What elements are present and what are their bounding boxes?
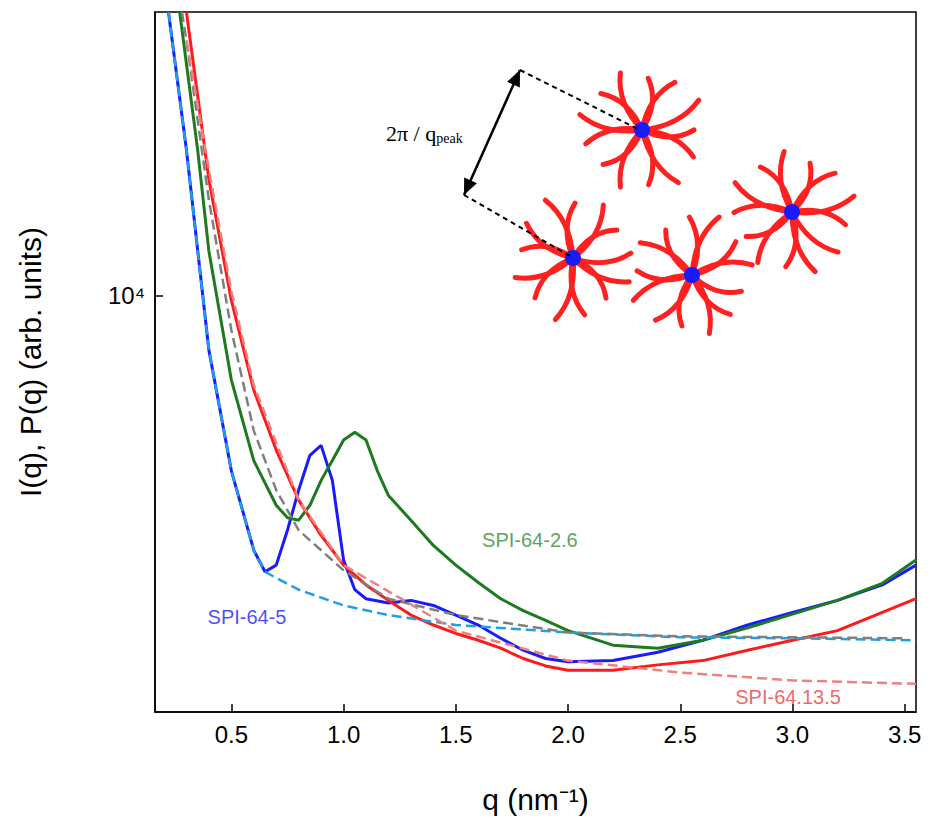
svg-text:0.5: 0.5	[215, 721, 248, 748]
svg-text:q (nm⁻¹): q (nm⁻¹)	[482, 783, 589, 816]
svg-text:I(q), P(q) (arb. units): I(q), P(q) (arb. units)	[14, 227, 47, 497]
svg-text:2π / q: 2π / q	[386, 121, 436, 146]
svg-text:2.0: 2.0	[551, 721, 584, 748]
svg-text:peak: peak	[436, 131, 462, 146]
svg-text:SPI-64-5: SPI-64-5	[208, 606, 287, 628]
svg-text:3.0: 3.0	[776, 721, 809, 748]
svg-text:3.5: 3.5	[888, 721, 921, 748]
svg-text:1.0: 1.0	[327, 721, 360, 748]
svg-text:2.5: 2.5	[664, 721, 697, 748]
svg-text:SPI-64.13.5: SPI-64.13.5	[735, 686, 841, 708]
svg-text:SPI-64-2.6: SPI-64-2.6	[482, 529, 578, 551]
svg-text:10⁴: 10⁴	[108, 282, 145, 309]
svg-text:1.5: 1.5	[439, 721, 472, 748]
